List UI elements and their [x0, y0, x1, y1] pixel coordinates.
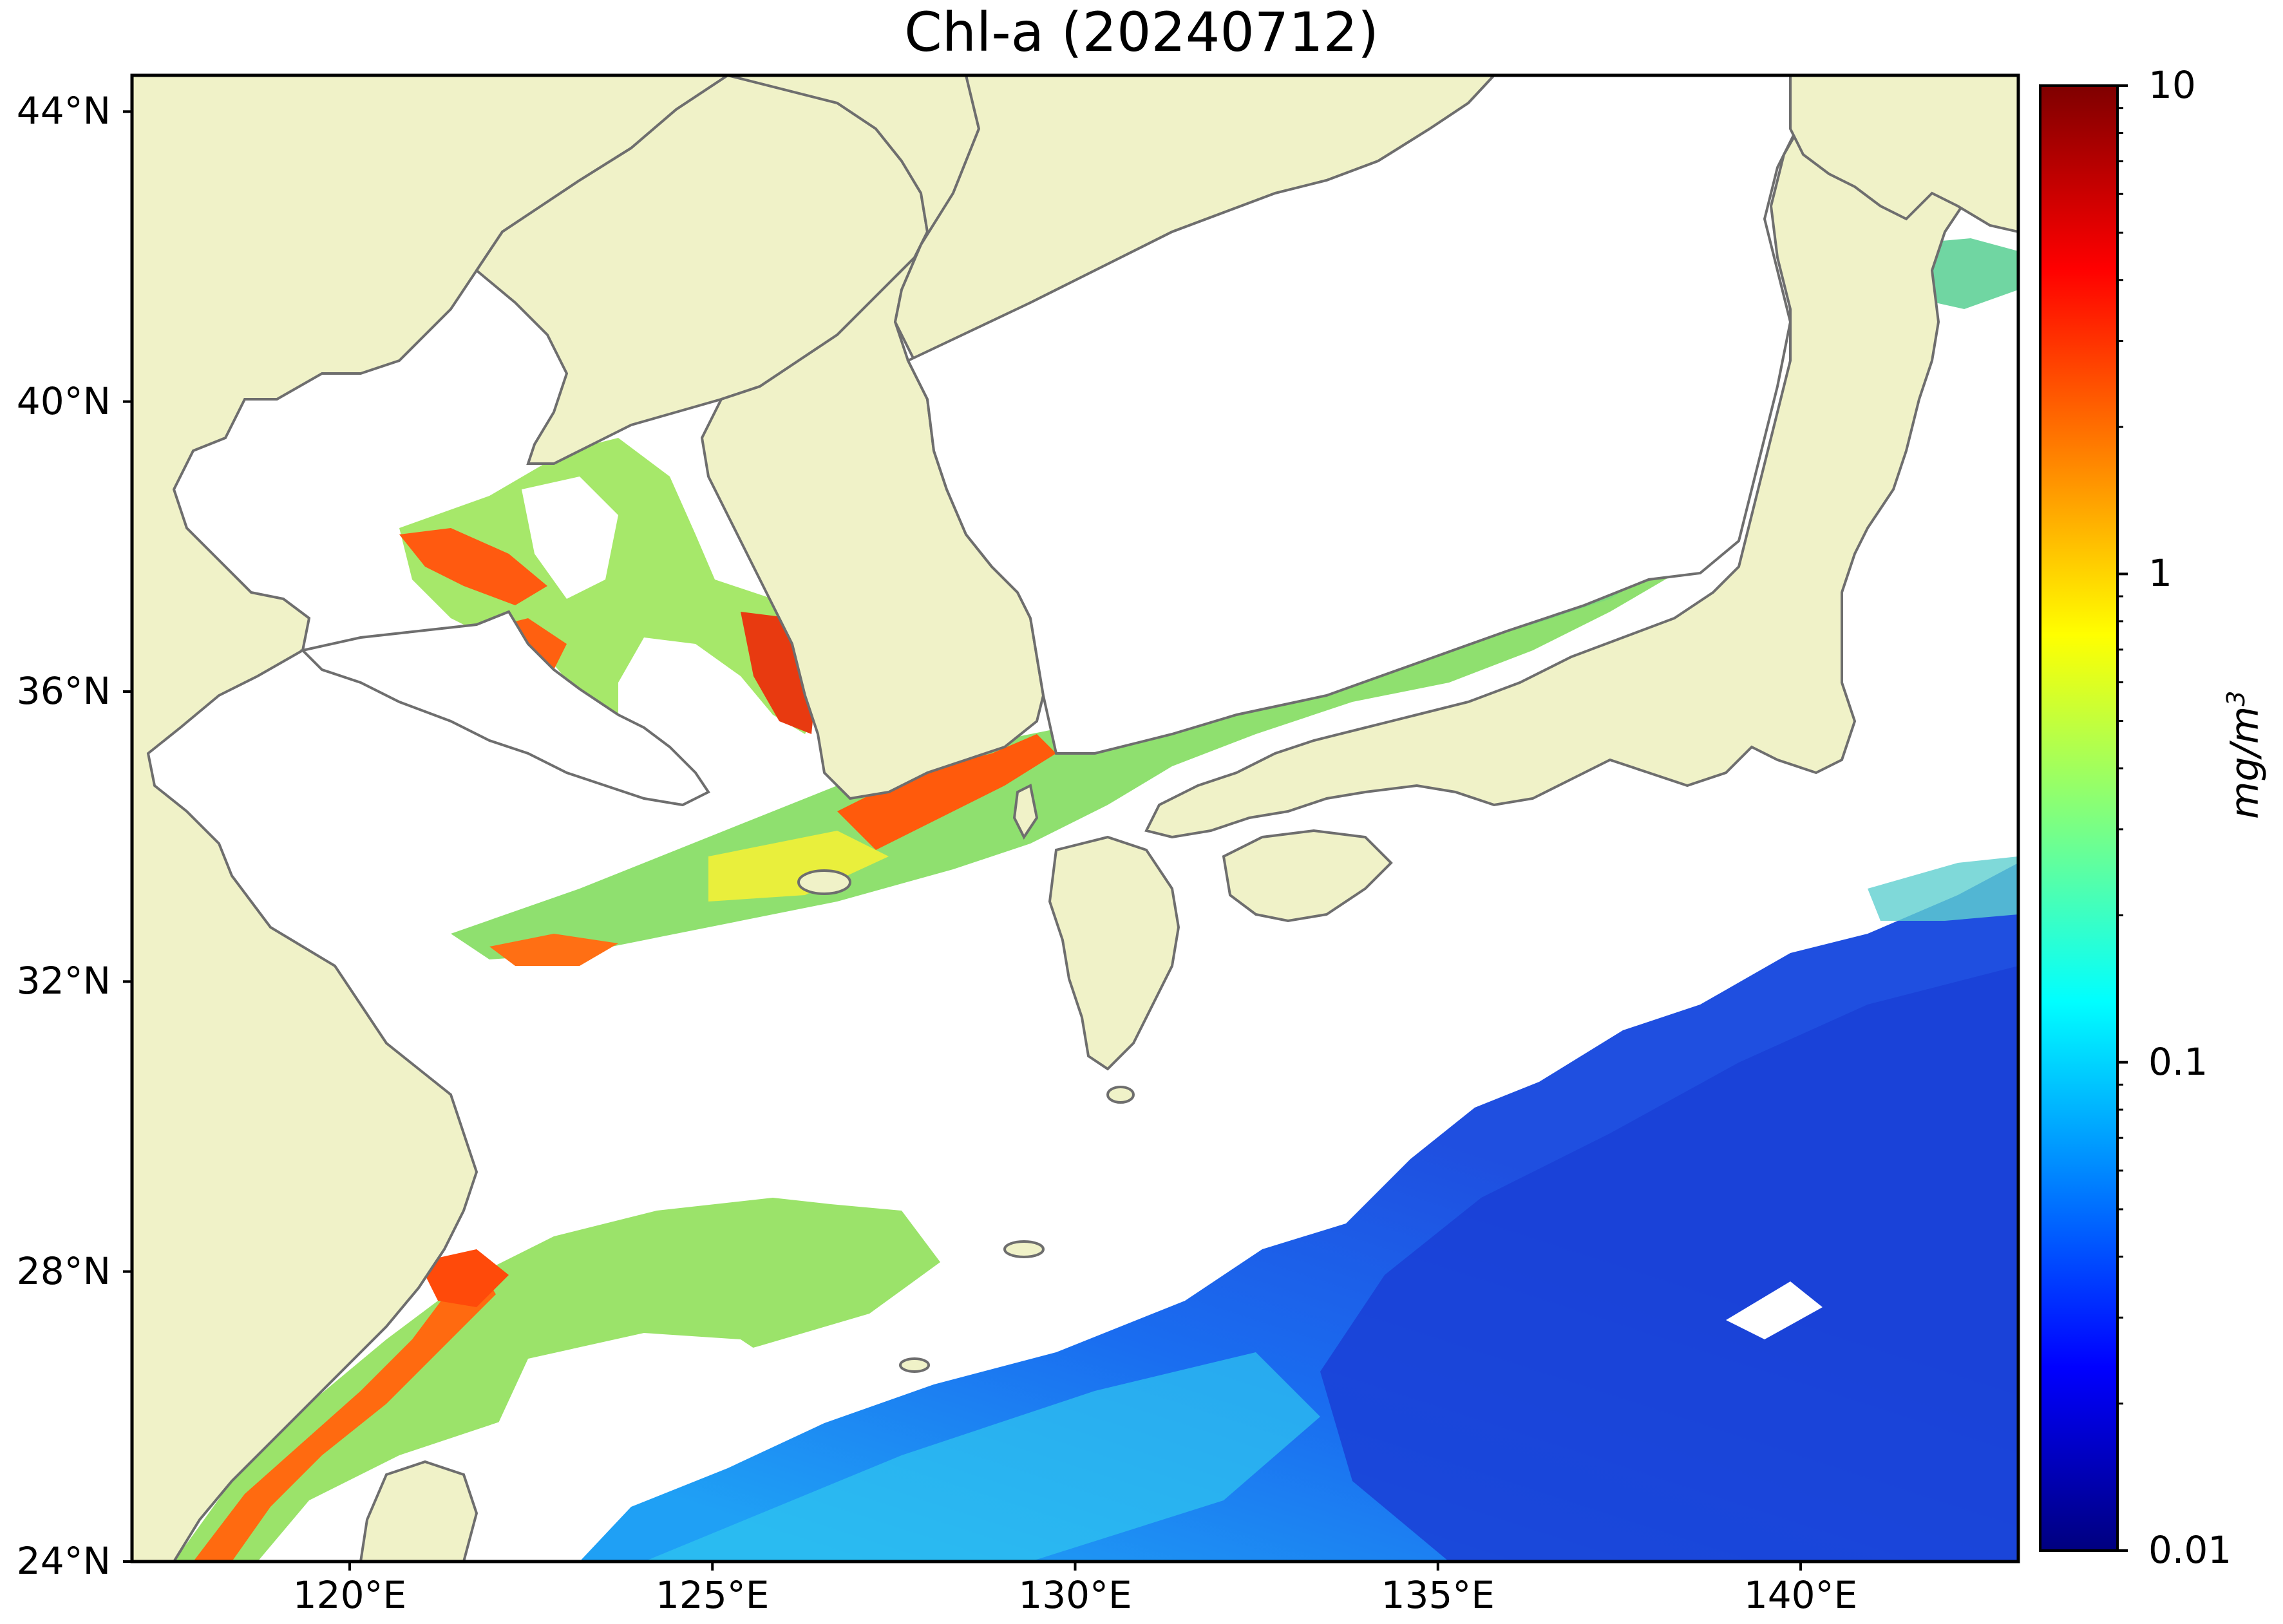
lat-tick-label: 32°N [16, 959, 111, 1003]
lon-tick-label: 120°E [292, 1573, 407, 1617]
lat-tick-label: 28°N [16, 1249, 111, 1293]
lon-tick-label: 135°E [1381, 1573, 1495, 1617]
colorbar-tick-label: 10 [2148, 63, 2196, 107]
map-ticks [123, 110, 1803, 1571]
lat-tick-label: 24°N [16, 1539, 111, 1583]
land-hokkaido [1789, 75, 2018, 234]
japan-east-coast-band [1868, 856, 2018, 921]
lat-tick-label: 40°N [16, 379, 111, 423]
zhejiang-coast-high [419, 1249, 509, 1307]
colorbar-ticks [2117, 84, 2128, 1552]
lat-tick-label: 44°N [16, 89, 111, 133]
land-taiwan [359, 1460, 478, 1562]
island-tsushima [1012, 784, 1039, 840]
ecs-inner-cloud [489, 1333, 799, 1455]
colorbar-tick-label: 1 [2148, 551, 2172, 596]
island-jeju [797, 869, 851, 895]
pacific-deep-blue [1320, 966, 2018, 1562]
cloud-gap-east [1726, 1281, 1823, 1339]
chart-title: Chl-a (20240712) [904, 1, 1379, 64]
land-shandong [300, 610, 710, 807]
east-china-sea-coastal-high [193, 1262, 496, 1562]
lat-tick-label: 36°N [16, 668, 111, 713]
lon-tick-label: 130°E [1018, 1573, 1132, 1617]
pacific-cyan-band [644, 1352, 1320, 1562]
colorbar [2039, 84, 2119, 1552]
land-shikoku [1222, 829, 1393, 923]
cheju-yellow [708, 831, 889, 902]
island-yakushima [1106, 1086, 1135, 1104]
colorbar-tick-label: 0.01 [2148, 1528, 2232, 1572]
island-amami [1003, 1240, 1045, 1258]
bohai-west-high [399, 528, 547, 605]
yangtze-plume [489, 934, 618, 966]
land-honshu [1144, 75, 2018, 839]
bohai-bay-area [399, 438, 824, 734]
land-kyushu [1048, 835, 1180, 1071]
colorbar-tick-label: 0.1 [2148, 1039, 2208, 1084]
korea-south-coast-high [837, 734, 1056, 850]
lon-tick-label: 125°E [656, 1573, 770, 1617]
land-china [132, 75, 730, 1562]
sea-of-japan [906, 75, 1844, 755]
colorbar-unit-label: mg/m3 [2222, 690, 2268, 819]
bohai-cloud [522, 477, 618, 599]
island-okinawa [899, 1357, 930, 1373]
lon-tick-label: 140°E [1743, 1573, 1858, 1617]
